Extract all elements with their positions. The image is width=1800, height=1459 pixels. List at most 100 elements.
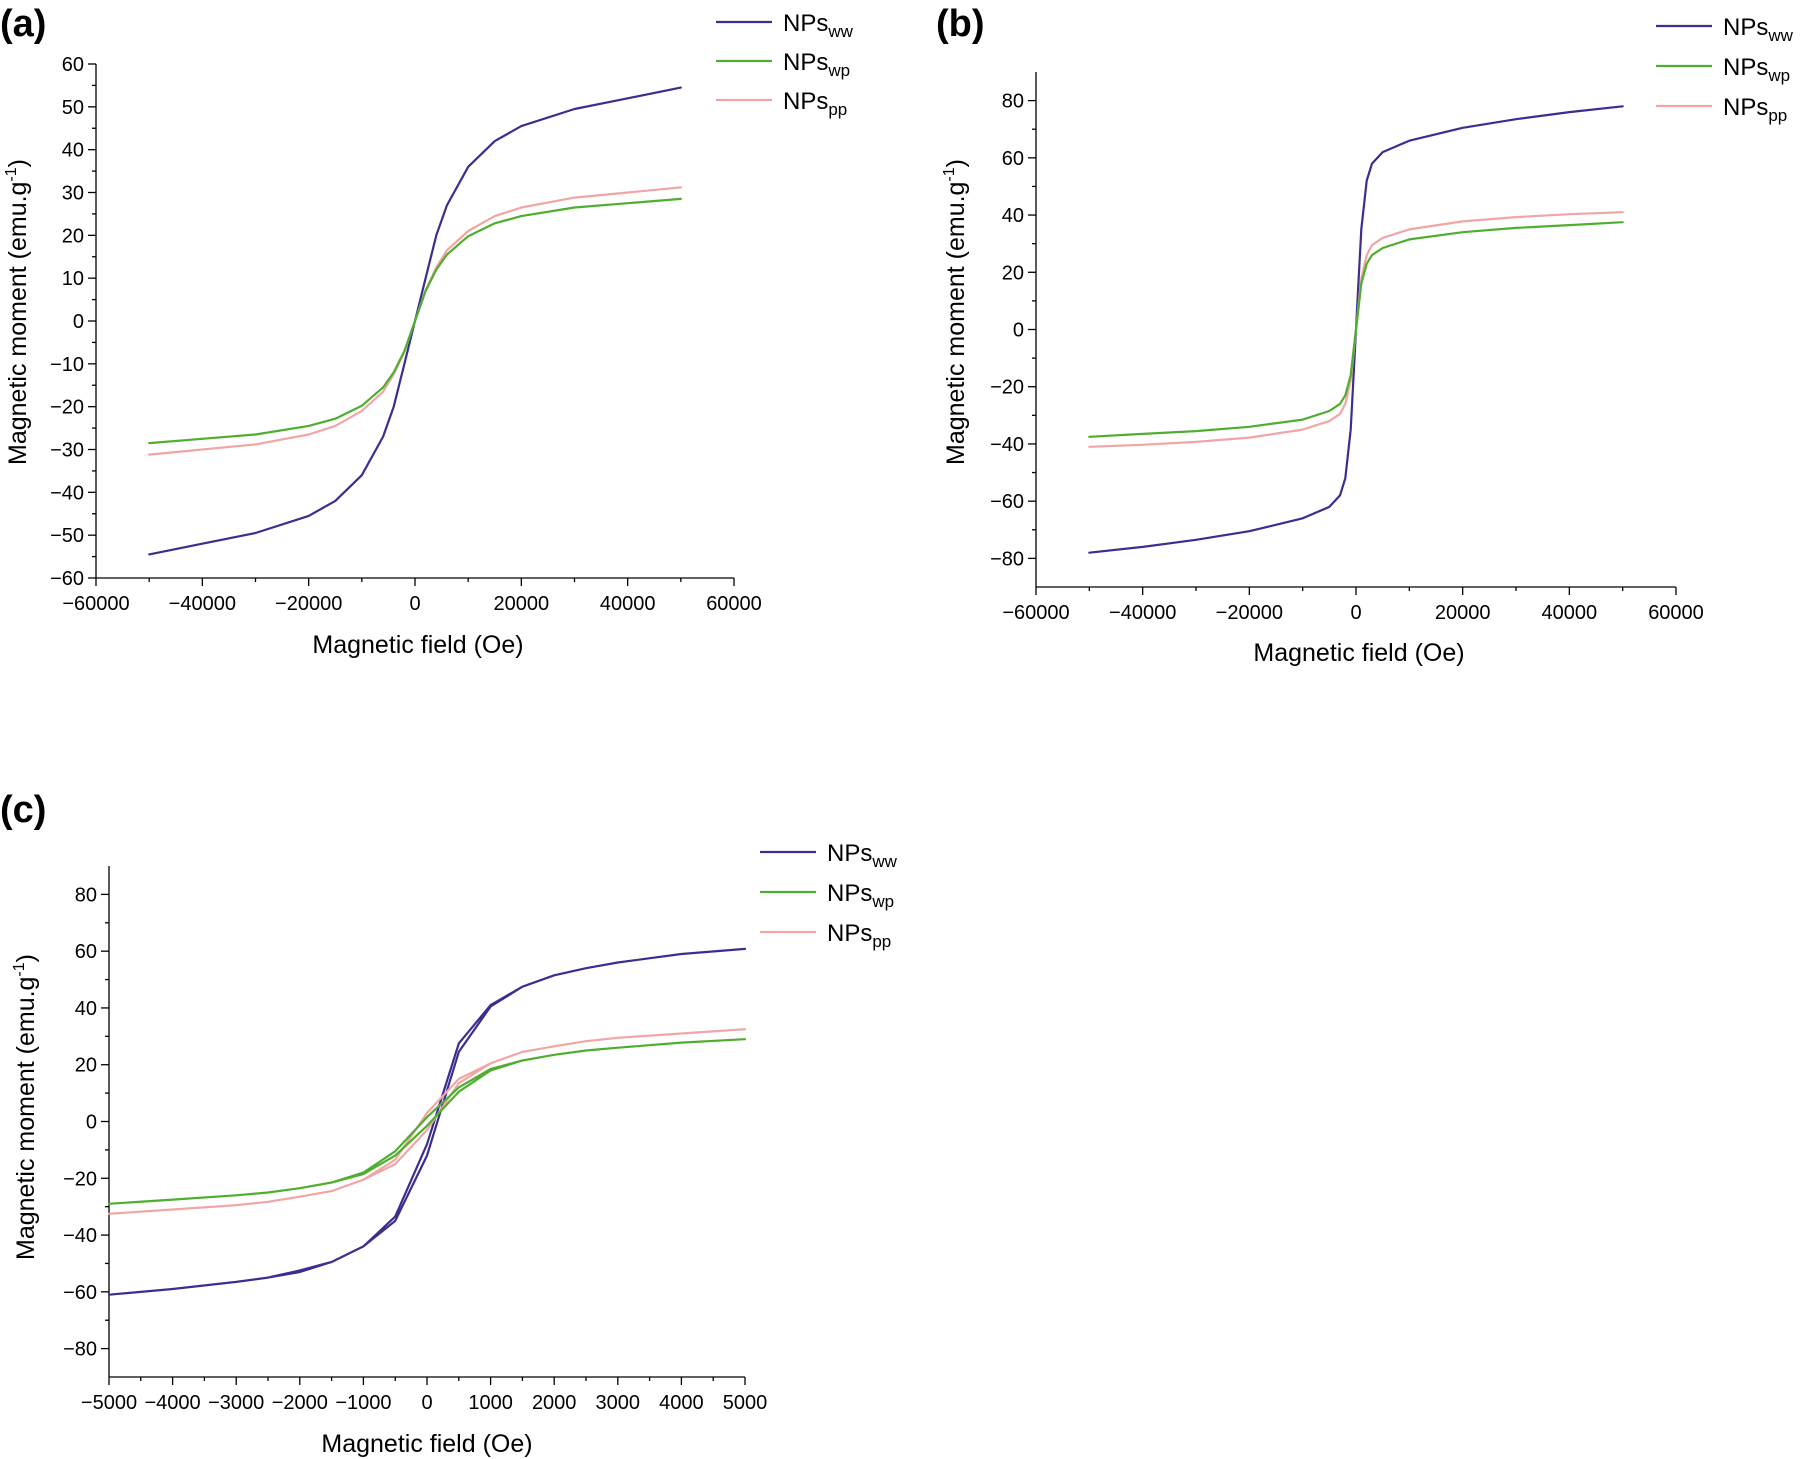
legend-label-pp: NPspp bbox=[783, 88, 847, 119]
y-axis-title-main: Magnetic moment (emu.g bbox=[4, 182, 32, 465]
legend-label-sub: pp bbox=[1768, 106, 1787, 125]
y-tick-label: −30 bbox=[50, 440, 84, 462]
legend-label-main: NPs bbox=[827, 920, 872, 947]
y-tick-label: 0 bbox=[1013, 320, 1024, 342]
x-tick-label: −40000 bbox=[169, 593, 236, 615]
legend-label-main: NPs bbox=[783, 49, 828, 76]
chart-panel-a: (a) −60000 −40000 −20000 0 20000 40000 60000 −60… bbox=[0, 3, 854, 659]
y-tick-label: −40 bbox=[990, 434, 1024, 456]
panel-label: (c) bbox=[0, 789, 46, 831]
series-line-wp bbox=[1088, 221, 1624, 438]
x-tick-label: 0 bbox=[409, 593, 420, 615]
y-tick-label: 30 bbox=[62, 183, 84, 205]
y-axis-title-sup: -1 bbox=[3, 167, 20, 181]
panel-label: (b) bbox=[936, 3, 985, 45]
x-tick-label: −5000 bbox=[81, 1392, 137, 1414]
x-tick-label: 0 bbox=[1350, 602, 1361, 624]
y-tick-label: 80 bbox=[1002, 91, 1024, 113]
x-tick-label: −60000 bbox=[1002, 602, 1069, 624]
y-tick-label: −20 bbox=[63, 1168, 97, 1190]
x-tick-label: 4000 bbox=[659, 1392, 704, 1414]
legend-label-ww: NPsww bbox=[1723, 14, 1794, 45]
x-tick-label: 1000 bbox=[468, 1392, 513, 1414]
y-tick-label: −20 bbox=[50, 397, 84, 419]
y-tick-label: 80 bbox=[75, 884, 97, 906]
legend-label-main: NPs bbox=[827, 880, 872, 907]
legend-label-sub: ww bbox=[871, 852, 897, 871]
x-tick-label: 3000 bbox=[596, 1392, 641, 1414]
series-line-pp bbox=[107, 1028, 747, 1215]
legend-label-sub: ww bbox=[827, 22, 853, 41]
y-axis-title: Magnetic moment (emu.g-1) bbox=[941, 159, 970, 465]
x-tick-label: 5000 bbox=[723, 1392, 768, 1414]
series-line-wp bbox=[148, 197, 682, 445]
y-tick-label: 10 bbox=[62, 268, 84, 290]
legend-label-main: NPs bbox=[1723, 94, 1768, 121]
x-tick-label: −4000 bbox=[145, 1392, 201, 1414]
y-axis-title-close: ) bbox=[4, 159, 32, 167]
x-tick-label: −2000 bbox=[272, 1392, 328, 1414]
x-tick-label: 60000 bbox=[1648, 602, 1704, 624]
y-tick-label: 60 bbox=[1002, 148, 1024, 170]
y-tick-label: −40 bbox=[50, 482, 84, 504]
x-tick-label: −40000 bbox=[1109, 602, 1176, 624]
x-axis-title: Magnetic field (Oe) bbox=[312, 631, 523, 659]
legend-label-wp: NPswp bbox=[827, 880, 894, 911]
x-tick-label: −20000 bbox=[275, 593, 342, 615]
y-axis-title-sup: -1 bbox=[941, 167, 958, 181]
legend-label-ww: NPsww bbox=[827, 840, 898, 871]
y-axis-title: Magnetic moment (emu.g-1) bbox=[11, 954, 40, 1260]
y-tick-label: −80 bbox=[63, 1339, 97, 1361]
y-axis-title-close: ) bbox=[12, 954, 40, 962]
legend-label-sub: ww bbox=[1767, 26, 1793, 45]
y-tick-label: −50 bbox=[50, 525, 84, 547]
x-tick-label: −3000 bbox=[208, 1392, 264, 1414]
y-tick-label: −60 bbox=[990, 491, 1024, 513]
y-tick-label: 40 bbox=[75, 998, 97, 1020]
legend-label-main: NPs bbox=[827, 840, 872, 867]
legend-label-sub: pp bbox=[828, 100, 847, 119]
y-axis-title: Magnetic moment (emu.g-1) bbox=[3, 159, 32, 465]
legend-label-main: NPs bbox=[1723, 54, 1768, 81]
y-axis-title-close: ) bbox=[942, 159, 970, 167]
x-axis-title: Magnetic field (Oe) bbox=[1253, 639, 1464, 667]
x-tick-label: 40000 bbox=[600, 593, 656, 615]
y-tick-label: 40 bbox=[62, 140, 84, 162]
y-tick-label: −60 bbox=[63, 1282, 97, 1304]
y-tick-label: 60 bbox=[62, 54, 84, 76]
y-tick-label: 50 bbox=[62, 97, 84, 119]
y-axis-title-main: Magnetic moment (emu.g bbox=[942, 182, 970, 465]
x-tick-label: −60000 bbox=[62, 593, 129, 615]
y-tick-label: 40 bbox=[1002, 205, 1024, 227]
legend-label-ww: NPsww bbox=[783, 10, 854, 41]
chart-panel-b: (b) −60000 −40000 −20000 0 20000 40000 60000 −80… bbox=[936, 3, 1794, 667]
legend-label-main: NPs bbox=[783, 88, 828, 115]
y-tick-label: 20 bbox=[62, 225, 84, 247]
y-tick-label: 20 bbox=[1002, 262, 1024, 284]
y-tick-label: 60 bbox=[75, 941, 97, 963]
x-tick-label: 20000 bbox=[494, 593, 550, 615]
y-axis-title-main: Magnetic moment (emu.g bbox=[12, 977, 40, 1260]
legend-label-wp: NPswp bbox=[1723, 54, 1790, 85]
y-tick-label: −80 bbox=[990, 548, 1024, 570]
y-tick-label: −20 bbox=[990, 377, 1024, 399]
legend-label-wp: NPswp bbox=[783, 49, 850, 80]
x-tick-label: −20000 bbox=[1216, 602, 1283, 624]
legend-label-sub: pp bbox=[872, 932, 891, 951]
chart-panel-c: (c) −5000 −4000 −3000 −2000 −1000 0 1000 2000 300… bbox=[0, 789, 898, 1458]
legend-label-pp: NPspp bbox=[1723, 94, 1787, 125]
legend-label-sub: wp bbox=[871, 892, 894, 911]
x-tick-label: 60000 bbox=[706, 593, 762, 615]
legend-label-sub: wp bbox=[827, 61, 850, 80]
legend-label-sub: wp bbox=[1767, 66, 1790, 85]
legend-label-pp: NPspp bbox=[827, 920, 891, 951]
y-axis-title-sup: -1 bbox=[11, 962, 28, 976]
x-tick-label: 2000 bbox=[532, 1392, 577, 1414]
x-tick-label: 0 bbox=[421, 1392, 432, 1414]
legend-label-main: NPs bbox=[1723, 14, 1768, 41]
y-tick-label: −10 bbox=[50, 354, 84, 376]
x-tick-label: 40000 bbox=[1542, 602, 1598, 624]
y-tick-label: 20 bbox=[75, 1055, 97, 1077]
y-tick-label: −60 bbox=[50, 568, 84, 590]
